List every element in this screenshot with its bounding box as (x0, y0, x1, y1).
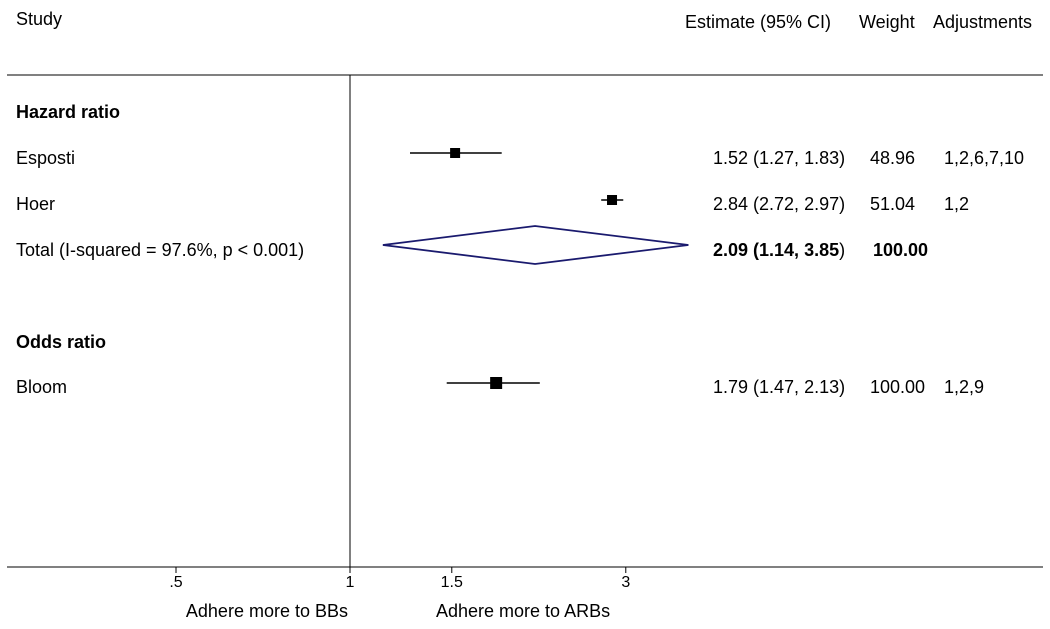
adjustments-column-header: Adjustments (933, 12, 1032, 32)
adjustments-text-esposti: 1,2,6,7,10 (944, 148, 1024, 168)
x-tick-label: 3 (621, 574, 630, 591)
total-label: Total (I-squared = 97.6%, p < 0.001) (16, 240, 304, 260)
weight-text-hoer: 51.04 (870, 194, 915, 214)
point-marker-bloom (490, 377, 503, 389)
estimate-column-header: Estimate (95% CI) (685, 12, 831, 32)
direction-label-right: Adhere more to ARBs (436, 601, 610, 621)
study-label-bloom: Bloom (16, 377, 67, 397)
direction-label-left: Adhere more to BBs (186, 601, 348, 621)
pooled-estimate-diamond (382, 225, 689, 265)
total-estimate-text: 2.09 (1.14, 3.85) (713, 240, 845, 260)
total-estimate-value: 2.09 (1.14, 3.85 (713, 240, 839, 260)
estimate-text-bloom: 1.79 (1.47, 2.13) (713, 377, 845, 397)
group-title-odds-ratio: Odds ratio (16, 332, 106, 352)
total-weight-text: 100.00 (873, 240, 928, 260)
estimate-text-esposti: 1.52 (1.27, 1.83) (713, 148, 845, 168)
point-marker-esposti (450, 148, 461, 158)
group-title-hazard-ratio: Hazard ratio (16, 102, 120, 122)
study-label-esposti: Esposti (16, 148, 75, 168)
x-tick-label: 1.5 (441, 574, 463, 591)
total-estimate-close-paren: ) (839, 240, 845, 260)
adjustments-text-hoer: 1,2 (944, 194, 969, 214)
x-tick-label: .5 (169, 574, 182, 591)
weight-text-bloom: 100.00 (870, 377, 925, 397)
x-tick-label: 1 (346, 574, 355, 591)
study-column-header: Study (16, 9, 62, 29)
point-marker-hoer (607, 195, 618, 205)
study-label-hoer: Hoer (16, 194, 55, 214)
weight-column-header: Weight (859, 12, 915, 32)
weight-text-esposti: 48.96 (870, 148, 915, 168)
estimate-text-hoer: 2.84 (2.72, 2.97) (713, 194, 845, 214)
adjustments-text-bloom: 1,2,9 (944, 377, 984, 397)
